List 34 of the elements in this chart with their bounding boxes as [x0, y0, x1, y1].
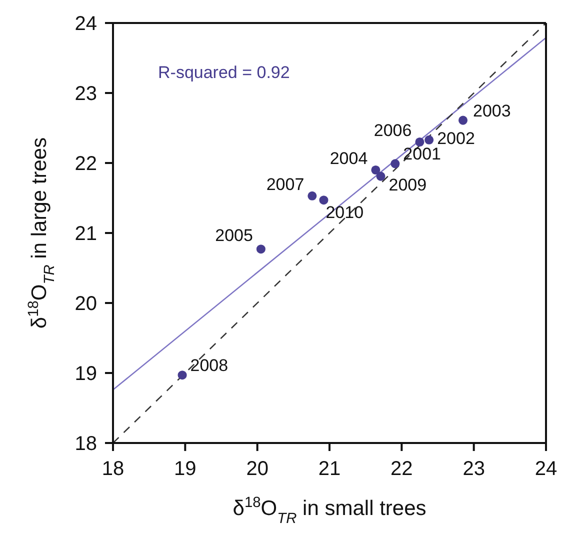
annotation: 2010: [326, 203, 364, 222]
x-tick-label: 21: [318, 458, 341, 480]
annotation: 2007: [266, 174, 304, 194]
point: [424, 135, 434, 144]
point: [256, 244, 266, 254]
point: [458, 116, 468, 125]
annotation: 2008: [190, 356, 228, 376]
x-tick-label: 22: [390, 458, 413, 480]
annotation: 2006: [374, 121, 412, 140]
x-tick-label: 23: [462, 458, 485, 480]
annotation: 2009: [388, 175, 427, 194]
x-tick-label: 20: [246, 458, 268, 480]
annotation: 2004: [330, 149, 368, 168]
x-tick-label: 18: [102, 458, 124, 480]
annotation: R-squared = 0.92: [158, 63, 290, 82]
point: [371, 165, 380, 175]
y-tick-label: 24: [74, 13, 97, 36]
y-tick-label: 21: [74, 223, 97, 246]
point: [376, 172, 386, 181]
x-tick-label: 24: [534, 458, 558, 480]
x-tick-label: 19: [174, 458, 196, 480]
point: [415, 137, 424, 147]
y-tick-label: 18: [74, 433, 97, 456]
y-tick-label: 22: [74, 153, 97, 176]
point: [319, 196, 328, 205]
annotation: 2003: [473, 101, 511, 120]
point: [308, 191, 317, 200]
y-tick-label: 19: [74, 363, 97, 386]
point: [178, 370, 187, 380]
point: [390, 159, 400, 168]
x-axis-title: δ$^{18}$O$_{TR}$ in small trees: [232, 495, 426, 527]
y-tick-label: 20: [74, 293, 97, 316]
annotation: 2005: [215, 226, 253, 246]
y-tick-label: 23: [74, 83, 97, 106]
